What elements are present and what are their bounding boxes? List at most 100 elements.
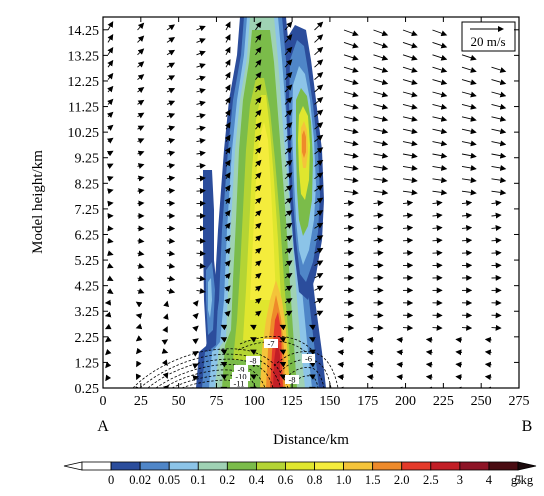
colorbar-low-end bbox=[63, 461, 83, 471]
wind-vector-23 bbox=[104, 311, 112, 318]
wind-vector-387 bbox=[455, 361, 463, 368]
wind-vector-51 bbox=[137, 288, 145, 294]
wind-vector-172 bbox=[255, 297, 262, 305]
wind-vector-233 bbox=[314, 310, 324, 317]
wind-vector-325 bbox=[396, 336, 404, 343]
y-tick-label-5: 5.25 bbox=[75, 254, 100, 269]
wind-vector-140 bbox=[224, 272, 231, 280]
wind-vector-244 bbox=[343, 79, 359, 86]
wind-vector-130 bbox=[224, 147, 231, 155]
wind-vector-258 bbox=[343, 249, 355, 256]
wind-vector-71 bbox=[166, 163, 176, 169]
colorbar-swatch-2 bbox=[168, 461, 199, 471]
wind-vector-43 bbox=[137, 188, 145, 194]
wind-vector-385 bbox=[455, 336, 463, 343]
wind-vector-111 bbox=[196, 288, 206, 294]
colorbar-label-5: 0.4 bbox=[249, 473, 265, 487]
wind-vector-370 bbox=[461, 152, 477, 159]
wind-vector-281 bbox=[373, 164, 389, 171]
wind-vector-120 bbox=[225, 21, 231, 31]
contour-line-3 bbox=[147, 358, 274, 388]
wind-vector-124 bbox=[224, 71, 231, 80]
wind-vector-245 bbox=[343, 91, 359, 98]
wind-vector-78 bbox=[166, 250, 176, 257]
wind-vector-127 bbox=[224, 109, 231, 118]
wind-vector-220 bbox=[314, 147, 324, 155]
reference-vector-box bbox=[461, 21, 516, 52]
wind-vector-97 bbox=[196, 113, 206, 119]
contour-label-5: -10 bbox=[235, 372, 246, 382]
wind-vector-337 bbox=[432, 116, 448, 122]
wind-vector-310 bbox=[402, 152, 418, 159]
wind-vector-211 bbox=[314, 34, 324, 43]
wind-vector-315 bbox=[402, 212, 414, 219]
wind-vector-121 bbox=[225, 34, 231, 43]
wind-vector-81 bbox=[166, 288, 176, 294]
wind-vector-19 bbox=[106, 262, 114, 269]
wind-vector-216 bbox=[314, 97, 324, 105]
colorbar-swatch-1 bbox=[139, 461, 170, 471]
contour-label-4: -9 bbox=[237, 365, 244, 375]
colorbar-label-3: 0.1 bbox=[190, 473, 206, 487]
wind-vector-174 bbox=[250, 324, 257, 331]
contour-label-bg-1 bbox=[302, 354, 315, 363]
wind-vector-62 bbox=[166, 49, 176, 56]
wind-vector-72 bbox=[166, 175, 176, 182]
wind-vector-113 bbox=[192, 312, 199, 320]
reference-vector-label: 20 m/s bbox=[470, 34, 505, 49]
wind-vector-203 bbox=[284, 310, 293, 317]
wind-vector-312 bbox=[402, 177, 418, 184]
wind-vector-144 bbox=[220, 324, 228, 331]
wind-vector-223 bbox=[314, 185, 324, 192]
wind-vector-217 bbox=[314, 109, 324, 118]
wind-vector-294 bbox=[373, 324, 384, 331]
wind-vector-151 bbox=[255, 34, 262, 43]
wind-vector-32 bbox=[137, 48, 145, 56]
wind-vector-398 bbox=[491, 164, 507, 171]
wind-vector-240 bbox=[343, 29, 359, 37]
wind-vector-25 bbox=[104, 336, 112, 343]
y-tick-label-3: 3.25 bbox=[75, 305, 100, 320]
wind-vector-159 bbox=[255, 134, 262, 142]
wind-vector-346 bbox=[432, 225, 443, 232]
wind-vector-298 bbox=[366, 374, 374, 381]
wind-vector-330 bbox=[432, 29, 448, 37]
wind-vector-336 bbox=[432, 103, 448, 110]
wind-vector-265 bbox=[337, 336, 345, 343]
wind-vector-402 bbox=[491, 212, 502, 219]
x-tick-label-11: 275 bbox=[509, 394, 530, 409]
wind-vector-314 bbox=[402, 200, 414, 207]
wind-vector-80 bbox=[166, 275, 176, 282]
wind-vector-338 bbox=[432, 128, 448, 135]
wind-vector-150 bbox=[255, 21, 262, 31]
colorbar-unit: g/kg bbox=[511, 473, 534, 487]
wind-vector-103 bbox=[196, 187, 206, 194]
wind-vector-357 bbox=[425, 361, 433, 368]
wind-vector-132 bbox=[224, 172, 231, 180]
wind-vector-101 bbox=[196, 163, 206, 169]
wind-vector-393 bbox=[491, 103, 507, 110]
y-tick-label-9: 9.25 bbox=[75, 152, 100, 167]
wind-vector-58 bbox=[135, 373, 142, 381]
wind-vector-367 bbox=[461, 116, 477, 122]
wind-vector-9 bbox=[106, 137, 114, 144]
wind-vector-171 bbox=[255, 285, 262, 292]
wind-vector-194 bbox=[284, 197, 293, 204]
wind-vector-219 bbox=[314, 134, 324, 142]
colorbar-label-13: 4 bbox=[486, 473, 493, 487]
wind-vector-414 bbox=[484, 361, 492, 368]
wind-vector-10 bbox=[106, 150, 114, 157]
contour-label-bg-4 bbox=[234, 365, 248, 374]
wind-vector-369 bbox=[461, 140, 477, 147]
wind-vector-114 bbox=[192, 325, 199, 332]
wind-vector-253 bbox=[343, 189, 359, 196]
wind-vector-186 bbox=[284, 96, 293, 105]
wind-vector-328 bbox=[396, 374, 404, 381]
wind-vector-404 bbox=[491, 237, 502, 244]
wind-vector-283 bbox=[373, 189, 389, 196]
x-tick-label-0: 0 bbox=[100, 394, 107, 409]
wind-vector-232 bbox=[314, 298, 324, 304]
wind-vector-56 bbox=[135, 347, 143, 355]
wind-vector-248 bbox=[343, 128, 359, 135]
wind-vector-368 bbox=[461, 128, 477, 135]
